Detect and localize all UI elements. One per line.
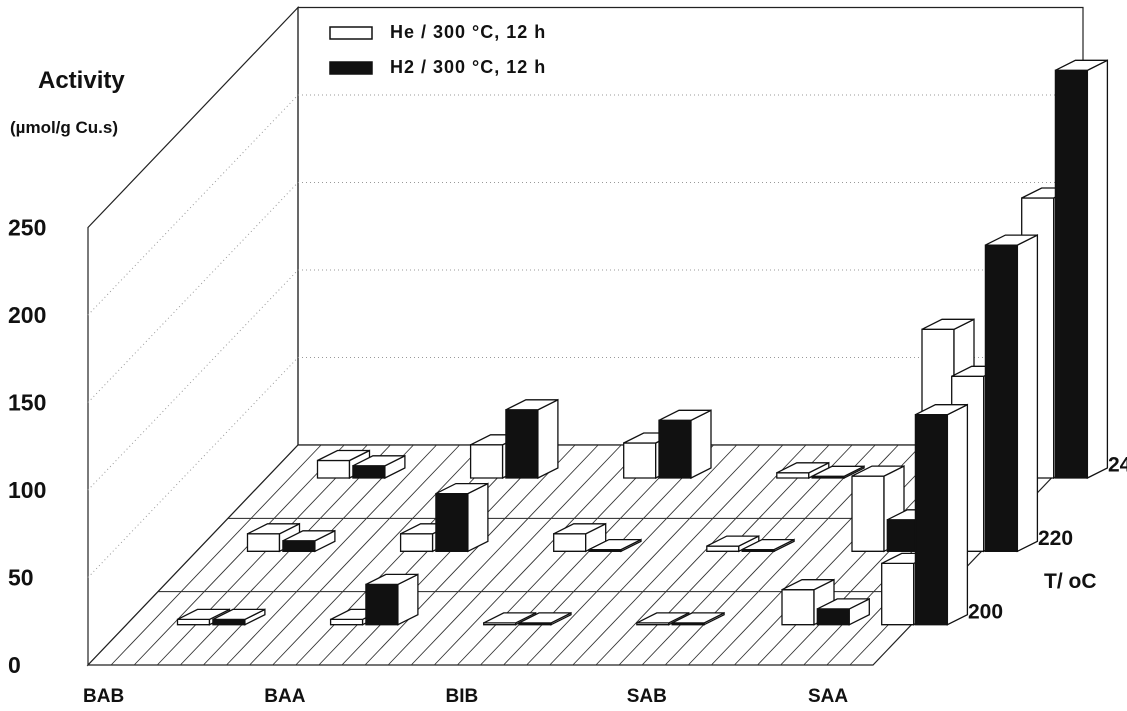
floor-hatch-line [226,444,437,666]
side-gridline [87,94,299,316]
bar-BAA-200-1 [365,573,419,626]
floor-hatch-line [364,444,576,666]
floor-hatch-line [318,444,530,666]
floor-hatch-line [618,444,830,666]
legend: He / 300 °C, 12 h H2 / 300 °C, 12 h [329,22,546,77]
bar-BIB-240-1 [658,409,712,480]
floor-hatch-line [341,444,553,666]
chart-labels: Activity (µmol/g Cu.s) T/ oC 0 50 100 150 20… [8,67,1127,707]
side-gridline [87,182,299,403]
floor-hatch-line [457,444,668,666]
bar-BIB-200-1 [518,611,572,626]
category-label: BAB [83,686,124,707]
category-label: BAA [264,686,305,707]
bar-SAB-220-0 [706,535,760,553]
floor-hatch-line [664,444,876,666]
floor-hatch-line [272,444,484,666]
depth-tick-label: 240 [1108,454,1127,477]
extra-bar-220-1 [984,234,1039,553]
extra-bar-240-1 [1054,59,1109,480]
bar-BAB-240-1 [352,454,406,480]
y-tick-label: 150 [8,390,46,416]
floor-hatch-line [156,444,368,666]
legend-swatch-h2 [329,61,373,75]
y-axis-unit: (µmol/g Cu.s) [10,118,118,137]
depth-tick-label: 220 [1038,527,1073,550]
bar-SAA-200-1 [816,597,870,626]
y-tick-label: 250 [8,215,46,241]
bar-SAB-200-0 [636,611,690,626]
depth-tick-label: 200 [968,600,1003,623]
floor-hatch-line [572,444,784,666]
legend-swatch-he [329,26,373,40]
floor-hatch-line [433,444,645,666]
bar-BIB-220-1 [588,538,642,553]
floor-hatch-line [526,444,738,666]
side-gridline [87,357,299,578]
floor-hatch-line [180,444,391,666]
y-tick-label: 50 [8,565,34,591]
bar-SAB-200-1 [671,611,725,626]
floor-hatch-line [249,444,460,666]
side-gridline [87,269,299,491]
y-tick-label: 0 [8,652,21,678]
y-tick-label: 100 [8,477,46,503]
floor-hatch-line [595,444,807,666]
bar-SAB-220-1 [741,538,795,553]
floor-hatch-line [410,444,622,666]
floor-hatch-line [549,444,761,666]
category-label: BIB [446,686,479,707]
floor-hatch-line [295,444,507,666]
category-label: SAB [627,686,667,707]
floor-hatch-line [480,444,691,666]
extra-bar-200-1 [914,403,969,626]
chart-bars [176,59,1109,626]
bar-BAB-220-1 [282,529,336,553]
category-label: SAA [808,686,848,707]
floor-hatch-line [110,444,322,666]
bar-SAB-240-1 [811,465,865,480]
floor-hatch-line [203,444,414,666]
bar-BAA-240-1 [505,398,559,480]
y-tick-label: 200 [8,302,46,328]
floor-hatch-line [734,444,945,666]
legend-label-h2: H2 / 300 °C, 12 h [390,57,546,77]
floor-hatch-line [133,444,345,666]
bar-BAB-200-1 [212,608,266,626]
bar-BIB-220-0 [553,522,607,553]
bar-BAA-220-1 [435,482,489,553]
floor-hatch-line [641,444,853,666]
z-axis-title: T/ oC [1044,570,1097,593]
floor-hatch-line [503,444,714,666]
y-axis-title: Activity [38,67,125,94]
floor-hatch-line [387,444,599,666]
legend-label-he: He / 300 °C, 12 h [390,22,546,42]
